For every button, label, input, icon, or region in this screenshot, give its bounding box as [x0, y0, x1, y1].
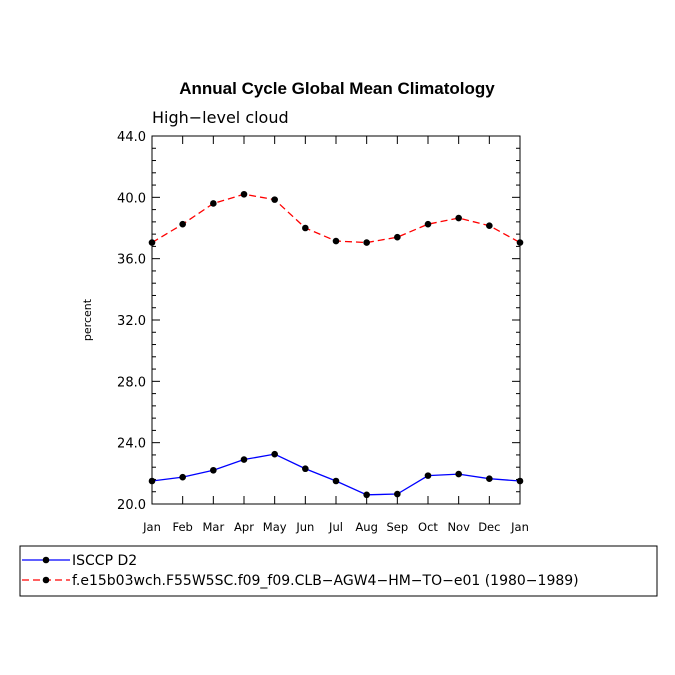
series-1-point	[240, 190, 248, 198]
chart-subtitle: High−level cloud	[152, 108, 289, 127]
y-tick-label: 44.0	[117, 130, 146, 145]
legend-label: ISCCP D2	[72, 553, 137, 569]
x-tick-label: May	[263, 520, 287, 534]
series-0-point	[332, 477, 340, 485]
series-1-point	[332, 237, 340, 245]
y-axis-label: percent	[81, 298, 94, 341]
data-series	[148, 190, 524, 499]
plot-frame	[151, 135, 521, 505]
series-0-point	[179, 473, 186, 481]
x-tick-label: Nov	[447, 520, 470, 534]
x-tick-label: Sep	[386, 520, 408, 534]
chart-title: Annual Cycle Global Mean Climatology	[179, 79, 495, 98]
series-0-point	[271, 450, 278, 458]
legend-swatch-marker	[42, 576, 50, 584]
y-tick-label: 28.0	[117, 375, 146, 390]
axis-ticks: 20.0 24.0 28.0 32.0 36.0 40.0 44.0 Jan Feb Mar Apr…	[117, 130, 529, 534]
x-tick-label: Apr	[234, 520, 254, 534]
series-1-point	[486, 222, 493, 229]
series-1-point	[455, 214, 462, 222]
series-1-point	[394, 233, 401, 241]
y-tick-label: 36.0	[117, 253, 146, 268]
series-0-point	[486, 475, 493, 483]
series-1-point	[179, 220, 186, 228]
y-tick-label: 20.0	[117, 498, 146, 513]
series-0-point	[210, 466, 217, 474]
series-1-point	[424, 220, 432, 228]
series-0-point	[424, 472, 432, 479]
series-1-point	[210, 200, 217, 207]
series-1-point	[363, 239, 370, 246]
legend-box	[19, 545, 658, 597]
legend: ISCCP D2 f.e15b03wch.F55W5SC.f09_f09.CLB−…	[19, 545, 658, 597]
series-0-point	[455, 470, 462, 478]
series-0-point	[394, 490, 401, 498]
legend-swatch-marker	[42, 556, 50, 564]
series-0-point	[363, 491, 370, 499]
y-tick-label: 32.0	[117, 314, 146, 329]
x-tick-label: Mar	[202, 520, 224, 534]
x-tick-label: Jan	[142, 520, 161, 534]
series-0-point	[302, 465, 309, 473]
x-tick-label: Jun	[295, 520, 314, 534]
y-tick-label: 40.0	[117, 191, 146, 206]
x-tick-label: Jul	[328, 520, 343, 534]
series-line-0	[151, 453, 521, 496]
series-0-point	[240, 456, 248, 463]
x-tick-label: Aug	[355, 520, 377, 534]
series-line-1	[151, 193, 521, 244]
x-tick-label: Feb	[172, 520, 192, 534]
x-tick-label: Oct	[418, 520, 438, 534]
legend-label: f.e15b03wch.F55W5SC.f09_f09.CLB−AGW4−HM−…	[72, 573, 579, 589]
x-tick-label: Jan	[510, 520, 529, 534]
y-tick-label: 24.0	[117, 437, 146, 452]
series-1-point	[271, 196, 278, 203]
x-tick-label: Dec	[478, 520, 500, 534]
series-1-point	[302, 224, 309, 232]
